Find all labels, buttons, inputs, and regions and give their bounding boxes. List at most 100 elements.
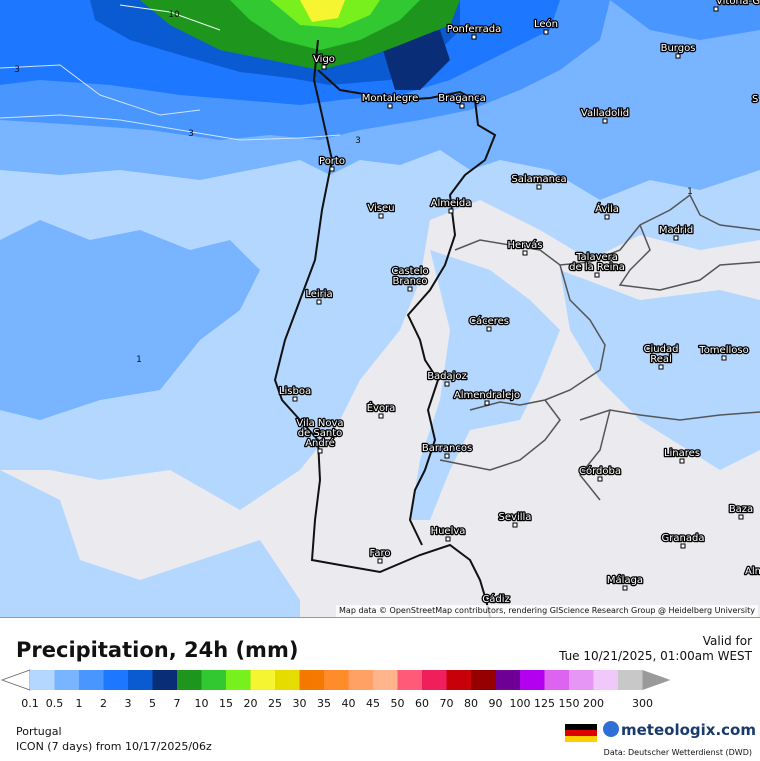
scale-swatch bbox=[79, 670, 104, 690]
precip-area-light-east bbox=[410, 250, 560, 520]
city-huelva: Huelva bbox=[429, 525, 467, 542]
scale-swatch bbox=[30, 670, 55, 690]
city-marker bbox=[738, 514, 744, 520]
city-marker bbox=[407, 286, 413, 292]
region-border-5 bbox=[618, 224, 760, 291]
city-label: Málaga bbox=[607, 574, 643, 586]
city-lisboa: Lisboa bbox=[278, 385, 312, 402]
scale-swatch bbox=[569, 670, 594, 690]
city-label: Almeida bbox=[431, 198, 472, 209]
city-marker bbox=[658, 364, 664, 370]
city-marker bbox=[679, 458, 685, 464]
legend-title: Precipitation, 24h (mm) bbox=[16, 638, 299, 662]
region-border-6 bbox=[579, 409, 611, 501]
city-label: Ponferrada bbox=[447, 24, 501, 35]
city-label: Linares bbox=[664, 448, 700, 459]
city-almendralejo: Almendralejo bbox=[453, 389, 521, 406]
precip-area-ne bbox=[610, 0, 760, 40]
city-label: S bbox=[752, 94, 758, 105]
contour-label: 1 bbox=[136, 355, 142, 365]
city-marker bbox=[471, 34, 477, 40]
city-label: Córdoba bbox=[579, 465, 621, 477]
city-valladolid: Valladolid bbox=[580, 107, 630, 124]
city-marker bbox=[484, 400, 490, 406]
city-label: Évora bbox=[367, 401, 396, 414]
city-herv-s: Hervás bbox=[506, 238, 544, 256]
city-marker bbox=[444, 453, 450, 459]
scale-tick-label: 50 bbox=[390, 697, 405, 710]
scale-swatch bbox=[544, 670, 570, 690]
city-castelo-branco: Castelo Branco bbox=[390, 265, 430, 292]
scale-tick-label: 60 bbox=[415, 697, 429, 710]
contour-3b bbox=[0, 64, 201, 116]
scale-tick-label: 200 bbox=[583, 697, 604, 710]
city-label: Granada bbox=[662, 533, 705, 544]
scale-swatch bbox=[520, 670, 545, 690]
city-marker bbox=[387, 103, 393, 109]
city-marker bbox=[675, 53, 681, 59]
city-label: Madrid bbox=[659, 225, 693, 236]
city-alm: Alm bbox=[744, 565, 760, 579]
city-c-rdoba: Córdoba bbox=[578, 464, 622, 482]
city-layer: Vitoria-G Ponferrada León Vigo Burgos Montale… bbox=[278, 0, 760, 607]
city-marker bbox=[486, 326, 492, 332]
city-tomelloso: Tomelloso bbox=[697, 344, 750, 361]
scale-swatch bbox=[324, 670, 349, 690]
city-marker bbox=[445, 536, 451, 542]
scale-swatch bbox=[152, 670, 178, 690]
city-faro: Faro bbox=[368, 547, 392, 564]
scale-swatch bbox=[422, 670, 447, 690]
region-label: Portugal bbox=[16, 725, 62, 738]
coastline bbox=[273, 39, 491, 617]
city-label: Viseu bbox=[367, 203, 394, 214]
city-marker bbox=[377, 558, 383, 564]
city-label: Burgos bbox=[661, 43, 696, 54]
city-c-ceres: Cáceres bbox=[468, 314, 510, 332]
city-ciudad-real: Ciudad Real bbox=[642, 343, 680, 370]
city-marker bbox=[459, 103, 465, 109]
city-linares: Linares bbox=[663, 447, 701, 464]
city-marker bbox=[329, 166, 335, 172]
city-label: Castelo Branco bbox=[391, 266, 428, 287]
city-label: Cáceres bbox=[469, 315, 509, 327]
city-viseu: Viseu bbox=[366, 202, 396, 219]
city-le-n: León bbox=[533, 17, 559, 35]
brand-logo[interactable]: meteologix.com bbox=[603, 721, 756, 739]
city-label: Vila Nova de Santo André bbox=[296, 418, 343, 449]
city-label: Huelva bbox=[431, 526, 466, 537]
scale-tick-label: 0.5 bbox=[45, 697, 64, 710]
scale-tick-label: 20 bbox=[243, 697, 258, 710]
city-marker bbox=[604, 214, 610, 220]
city-c-diz: Cádiz bbox=[481, 592, 511, 607]
city-label: Tomelloso bbox=[698, 345, 748, 356]
city-marker bbox=[673, 235, 679, 241]
city-leiria: Leiria bbox=[304, 288, 334, 305]
scale-tick-label: 150 bbox=[558, 697, 580, 710]
scale-tick-label: 300 bbox=[632, 697, 653, 710]
city-label: Sevilla bbox=[499, 512, 532, 523]
model-run-label: ICON (7 days) from 10/17/2025/06z bbox=[16, 740, 212, 753]
region-border-1 bbox=[454, 193, 760, 266]
city-label: Vigo bbox=[313, 54, 335, 65]
city-marker bbox=[317, 448, 323, 454]
city-talavera-de-la-reina: Talavera de la Reina bbox=[568, 251, 626, 278]
city-label: Valladolid bbox=[581, 108, 629, 119]
city-vigo: Vigo bbox=[312, 53, 336, 70]
city-sevilla: Sevilla bbox=[497, 511, 533, 528]
country-border bbox=[317, 69, 497, 546]
scale-tick-label: 90 bbox=[488, 697, 503, 710]
city-marker bbox=[680, 543, 686, 549]
city-label: Almendralejo bbox=[454, 390, 520, 401]
scale-arrow-right bbox=[642, 670, 671, 690]
scale-swatch bbox=[397, 670, 423, 690]
region-border-3 bbox=[439, 399, 561, 471]
scale-ticks: 0.1 0.5 1 2 3 5 7 10 15 20 25 30 35 40 45 50 60 70 80 90 100… bbox=[0, 697, 760, 711]
city-marker bbox=[512, 522, 518, 528]
contour-3 bbox=[0, 114, 341, 141]
contour-label: 1 bbox=[687, 187, 693, 197]
city-bragan-a: Bragança bbox=[437, 92, 487, 109]
scale-swatch bbox=[348, 670, 374, 690]
scale-tick-label: 1 bbox=[75, 697, 83, 710]
scale-swatch bbox=[226, 670, 251, 690]
city-label: Baza bbox=[729, 504, 753, 515]
